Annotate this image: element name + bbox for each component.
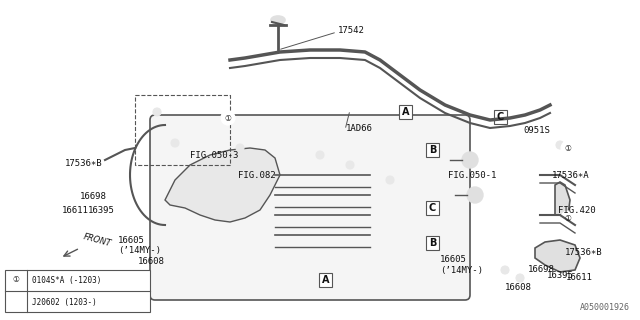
Text: C: C (497, 112, 504, 122)
Bar (5, 270, 150, 312)
Circle shape (316, 151, 324, 159)
Text: 1AD66: 1AD66 (346, 124, 373, 132)
Text: 16605: 16605 (118, 236, 145, 244)
Text: (’14MY-): (’14MY-) (440, 266, 483, 275)
Text: 0104S*A (-1203): 0104S*A (-1203) (32, 276, 101, 284)
Circle shape (346, 161, 354, 169)
Circle shape (561, 213, 569, 221)
Text: C: C (429, 203, 436, 213)
Text: 16395: 16395 (547, 270, 574, 279)
Circle shape (561, 211, 575, 225)
Circle shape (516, 274, 524, 282)
Text: 17536∗B: 17536∗B (65, 158, 102, 167)
Circle shape (386, 176, 394, 184)
Text: 17536∗B: 17536∗B (565, 247, 603, 257)
Circle shape (221, 111, 235, 125)
Text: 0951S: 0951S (523, 125, 550, 134)
Circle shape (501, 266, 509, 274)
Text: FIG.082: FIG.082 (238, 171, 276, 180)
Bar (426, 143, 439, 157)
Text: 17542: 17542 (338, 26, 365, 35)
Bar (319, 273, 332, 287)
Text: 16608: 16608 (505, 284, 532, 292)
Circle shape (153, 108, 161, 116)
Polygon shape (165, 148, 280, 222)
Ellipse shape (271, 16, 285, 24)
Circle shape (561, 141, 575, 155)
Text: B: B (429, 238, 436, 248)
Circle shape (221, 113, 229, 121)
Bar (426, 236, 439, 250)
Text: FIG.050-3: FIG.050-3 (190, 150, 238, 159)
Circle shape (9, 273, 23, 287)
Circle shape (236, 144, 244, 152)
Text: A: A (322, 275, 329, 285)
Text: B: B (429, 145, 436, 155)
Bar (426, 201, 439, 215)
Polygon shape (555, 182, 570, 215)
Text: 16608: 16608 (138, 258, 165, 267)
Circle shape (556, 141, 564, 149)
Text: FIG.050-1: FIG.050-1 (448, 171, 497, 180)
Text: ①: ① (564, 213, 572, 222)
Text: 16611: 16611 (62, 205, 89, 214)
Bar (494, 110, 507, 124)
Text: 16605: 16605 (440, 255, 467, 265)
Text: J20602 (1203-): J20602 (1203-) (32, 298, 97, 307)
Text: (’14MY-): (’14MY-) (118, 245, 161, 254)
Text: FRONT: FRONT (82, 232, 112, 248)
Circle shape (9, 295, 23, 309)
Text: 17536∗A: 17536∗A (552, 171, 589, 180)
Text: 16395: 16395 (88, 205, 115, 214)
Text: ①: ① (564, 143, 572, 153)
Text: 16698: 16698 (80, 191, 107, 201)
Text: 16611: 16611 (566, 274, 593, 283)
Text: ①: ① (225, 114, 232, 123)
Circle shape (171, 139, 179, 147)
Text: A050001926: A050001926 (580, 303, 630, 312)
FancyBboxPatch shape (150, 115, 470, 300)
Circle shape (467, 187, 483, 203)
Circle shape (462, 152, 478, 168)
Polygon shape (535, 240, 580, 272)
Text: FIG.420: FIG.420 (558, 205, 596, 214)
Bar (399, 105, 412, 119)
Text: 16698: 16698 (528, 266, 555, 275)
Text: ①: ① (13, 276, 19, 284)
Text: A: A (402, 107, 409, 117)
